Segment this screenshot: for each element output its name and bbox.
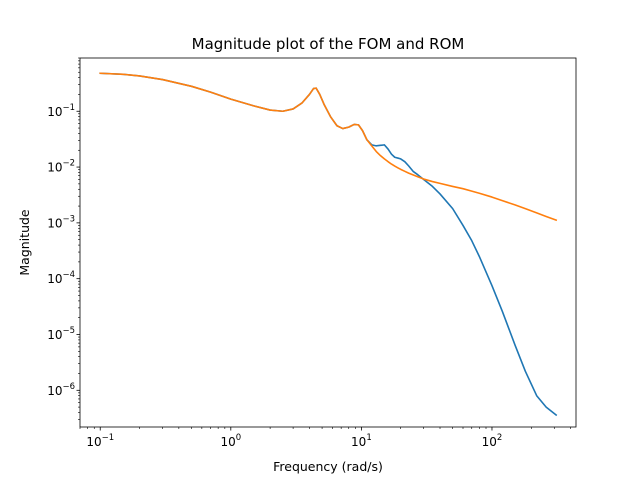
chart-title: Magnitude plot of the FOM and ROM: [192, 35, 465, 53]
series-layer: [99, 72, 558, 417]
x-tick-label: 100: [220, 433, 241, 449]
y-tick-label: 10−6: [47, 382, 75, 398]
x-tick-label: 101: [351, 433, 372, 449]
x-tick-label: 102: [482, 433, 503, 449]
x-tick-label: 10−1: [86, 433, 114, 449]
y-tick-label: 10−4: [47, 270, 75, 286]
series-line-1: [99, 72, 558, 417]
series-line-2: [99, 72, 558, 222]
x-axis-label: Frequency (rad/s): [273, 459, 383, 474]
plot-frame: [79, 57, 577, 428]
y-tick-label: 10−5: [47, 326, 75, 342]
y-axis-label: Magnitude: [17, 209, 32, 276]
x-axis: 10−1 100 101 102: [79, 427, 571, 449]
y-axis: 10−1 10−2 10−3 10−4 10−5 10−6: [47, 57, 80, 420]
y-tick-label: 10−2: [47, 159, 75, 175]
y-tick-label: 10−3: [47, 214, 75, 230]
y-tick-label: 10−1: [47, 103, 75, 119]
